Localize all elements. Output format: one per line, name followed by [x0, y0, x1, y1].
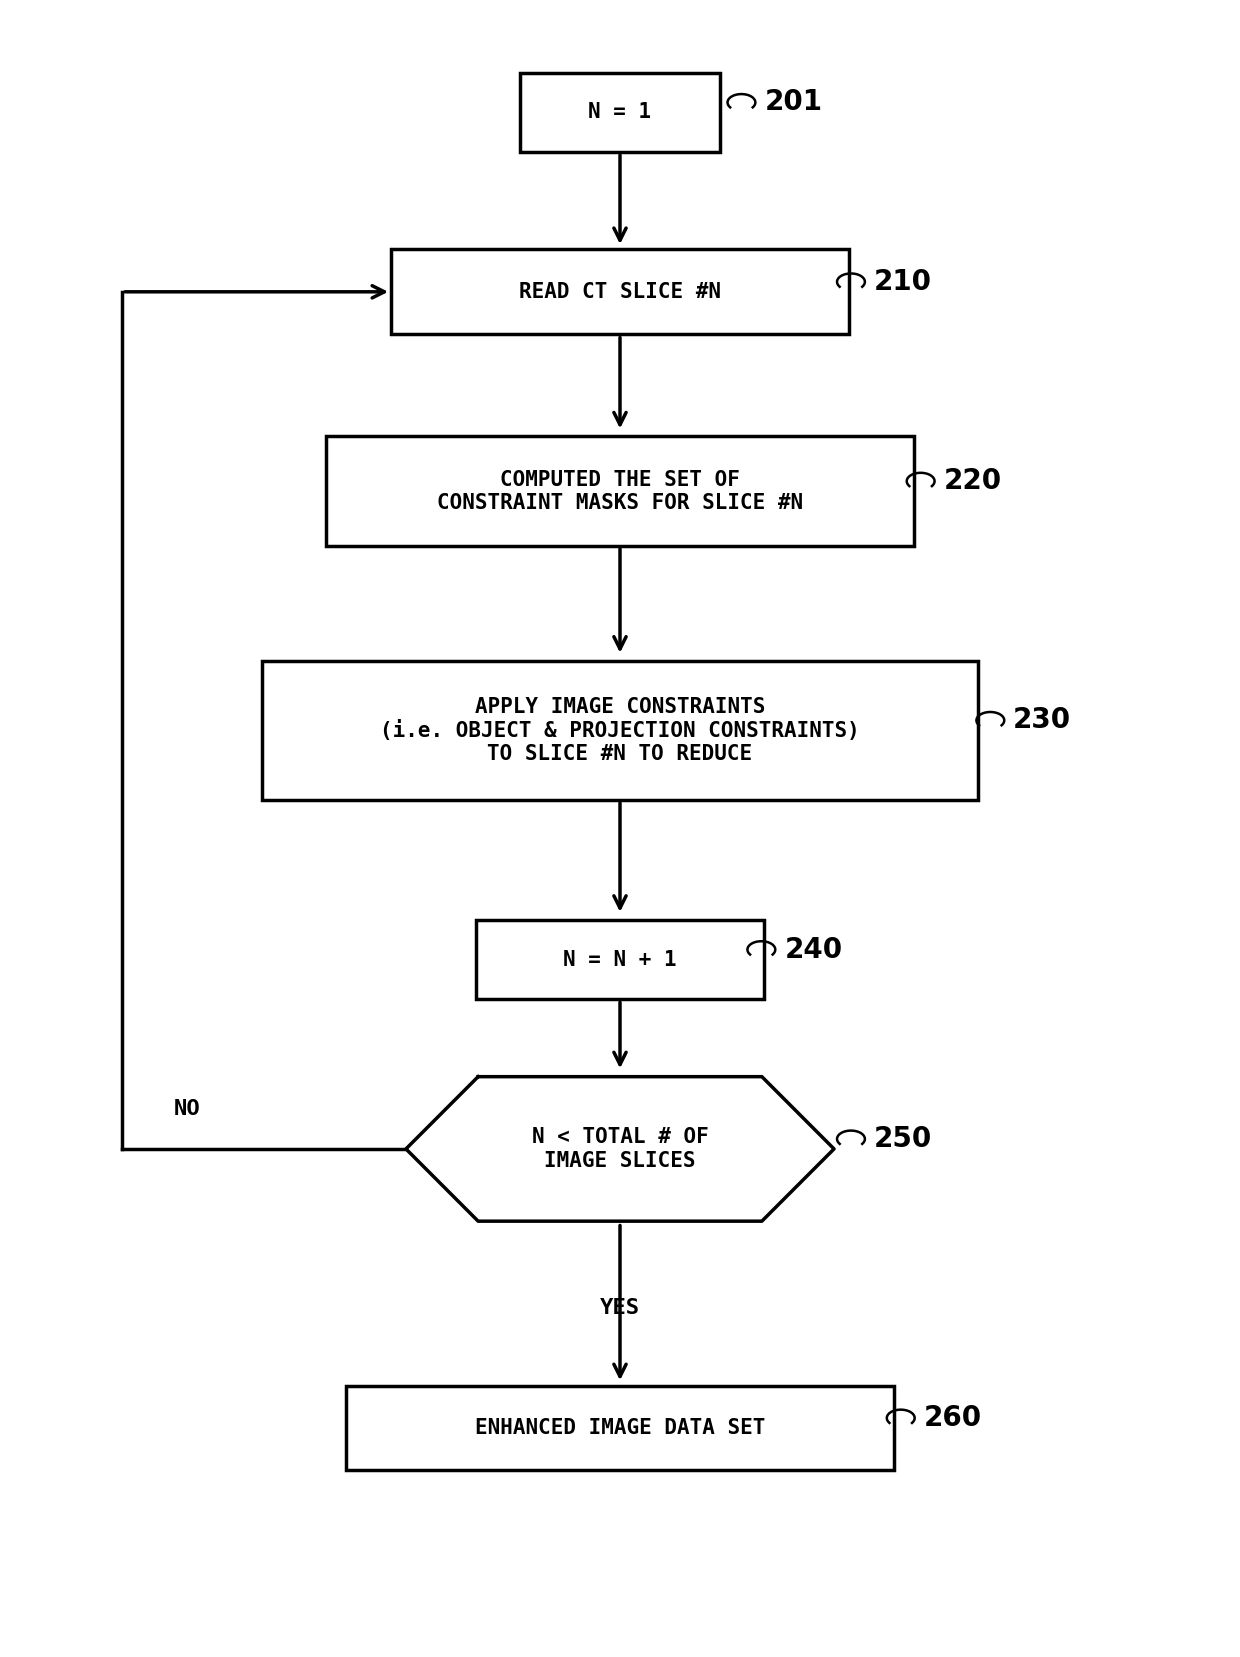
Text: NO: NO — [174, 1099, 201, 1118]
Text: COMPUTED THE SET OF
CONSTRAINT MASKS FOR SLICE #N: COMPUTED THE SET OF CONSTRAINT MASKS FOR… — [436, 469, 804, 512]
Text: N < TOTAL # OF
IMAGE SLICES: N < TOTAL # OF IMAGE SLICES — [532, 1127, 708, 1170]
Bar — [521, 73, 719, 152]
Text: 230: 230 — [1013, 706, 1071, 734]
Text: 220: 220 — [944, 467, 1002, 495]
Text: APPLY IMAGE CONSTRAINTS
(i.e. OBJECT & PROJECTION CONSTRAINTS)
TO SLICE #N TO RE: APPLY IMAGE CONSTRAINTS (i.e. OBJECT & P… — [381, 696, 859, 764]
Bar — [391, 250, 849, 335]
Text: 250: 250 — [874, 1125, 932, 1153]
Bar — [346, 1385, 894, 1470]
Text: 240: 240 — [784, 936, 842, 964]
Text: 201: 201 — [764, 88, 822, 116]
Text: 260: 260 — [924, 1403, 982, 1432]
Bar — [326, 436, 914, 545]
Text: N = 1: N = 1 — [589, 103, 651, 123]
Text: N = N + 1: N = N + 1 — [563, 949, 677, 969]
Bar — [476, 920, 764, 999]
Text: READ CT SLICE #N: READ CT SLICE #N — [520, 282, 720, 302]
Text: YES: YES — [600, 1299, 640, 1319]
Text: 210: 210 — [874, 268, 931, 297]
Bar — [262, 661, 978, 800]
Polygon shape — [405, 1077, 835, 1221]
Text: ENHANCED IMAGE DATA SET: ENHANCED IMAGE DATA SET — [475, 1418, 765, 1438]
